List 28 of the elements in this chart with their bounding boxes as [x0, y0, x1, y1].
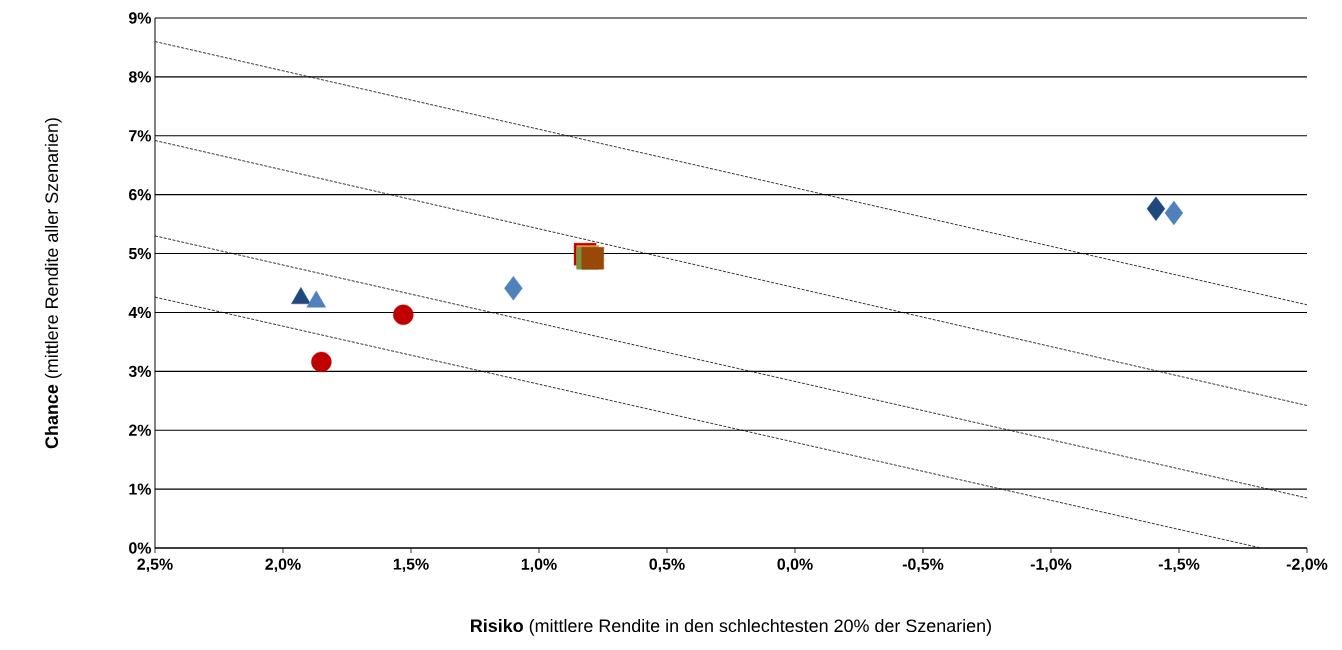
y-tick-label: 8%: [128, 71, 152, 83]
x-tick-label: 2,5%: [137, 558, 173, 573]
y-tick-label: 7%: [129, 130, 152, 142]
y-tick-label: 2%: [128, 424, 152, 436]
x-tick-label: -2,0%: [1286, 558, 1328, 573]
x-tick-label: 2,0%: [265, 558, 301, 573]
x-tick-label: -1,5%: [1158, 558, 1200, 573]
y-tick-label: 5%: [128, 247, 152, 260]
y-tick-label: 0%: [129, 542, 152, 554]
y-tick-label: 1%: [129, 483, 152, 495]
x-tick-label: 1,0%: [521, 558, 557, 573]
x-tick-label: -0,5%: [902, 558, 944, 573]
y-tick-label: 6%: [129, 189, 152, 201]
y-tick-label: 4%: [128, 306, 152, 319]
point: [504, 276, 523, 301]
point: [1146, 196, 1166, 221]
point: [1164, 200, 1184, 226]
x-tick-label: 0,5%: [649, 558, 685, 573]
y-tick-label: 3%: [128, 365, 152, 377]
x-tick-label: 1,5%: [393, 558, 429, 573]
point: [393, 304, 414, 325]
x-axis-title: Risiko (mittlere Rendite in den schlechtesten 20% der Szenarien): [471, 618, 991, 636]
point: [581, 247, 604, 270]
x-tick-label: -1,0%: [1030, 558, 1072, 573]
y-axis-title: Chance (mittlere Rendite aller Szenarien): [44, 118, 62, 449]
y-tick-label: 9%: [128, 12, 152, 24]
point: [311, 351, 332, 373]
x-tick-label: 0,0%: [777, 558, 813, 573]
